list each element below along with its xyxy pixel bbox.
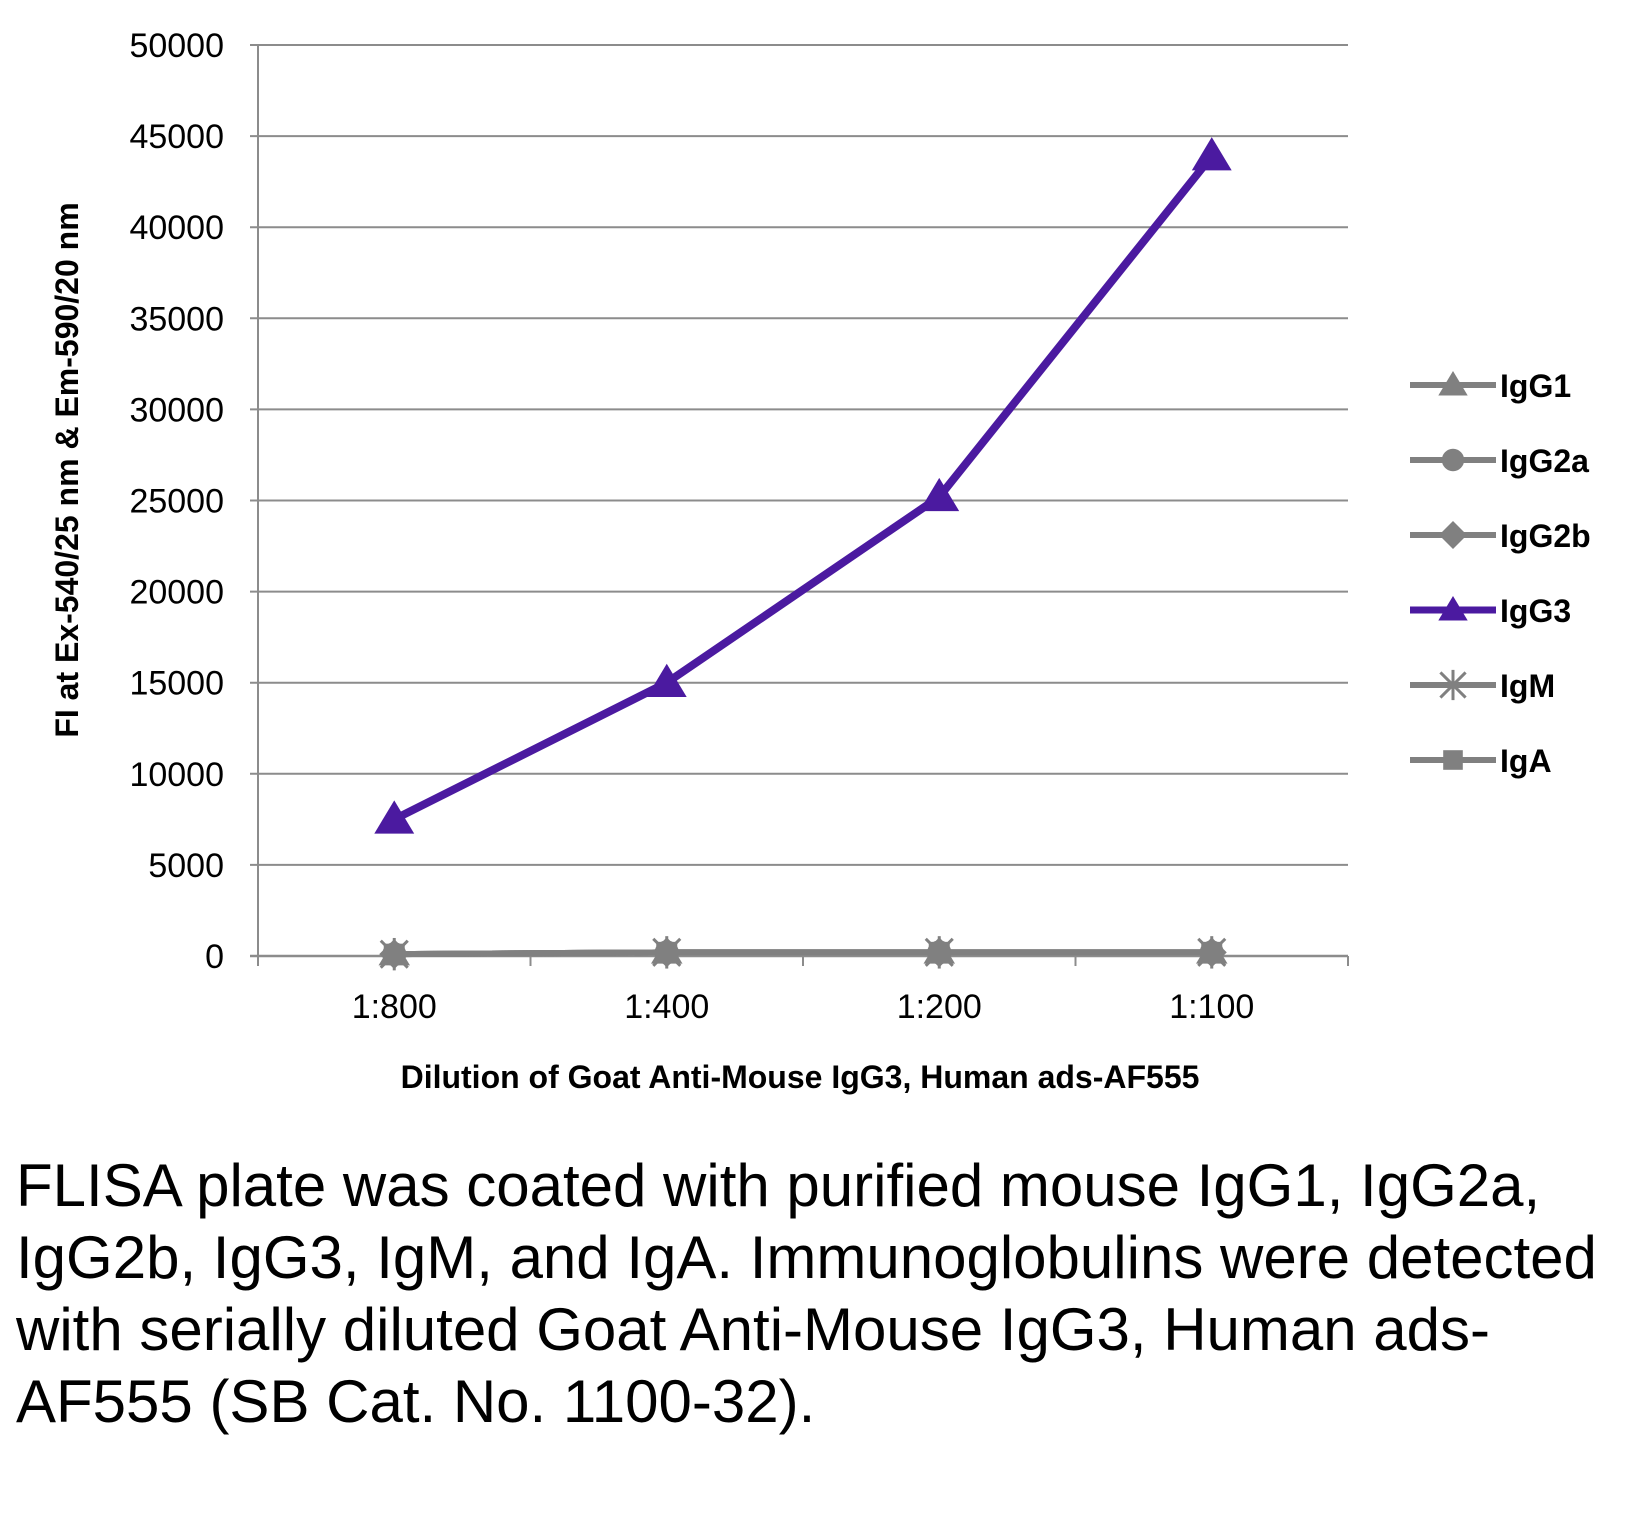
legend-label-iga: IgA [1500, 743, 1552, 779]
y-tick-label: 40000 [129, 209, 224, 247]
gridlines [250, 44, 1348, 866]
y-tick-label: 50000 [129, 27, 224, 65]
x-tick-label: 1:800 [352, 988, 437, 1026]
flisa-line-chart: 0 5000 10000 15000 20000 25000 30000 35000 40000… [49, 27, 1591, 1095]
legend-label-igg2a: IgG2a [1500, 443, 1589, 479]
legend-marker-igg3 [1438, 596, 1468, 621]
y-tick-label: 10000 [129, 756, 224, 794]
y-tick-label: 15000 [129, 665, 224, 703]
data-point-igg3 [646, 663, 687, 697]
data-point-igg3 [374, 800, 415, 834]
y-tick-label: 5000 [148, 847, 224, 885]
legend-label-igm: IgM [1500, 668, 1555, 704]
y-tick-label: 30000 [129, 391, 224, 429]
y-tick-label: 35000 [129, 300, 224, 338]
data-point-iga [928, 941, 950, 963]
y-tick-label: 0 [205, 938, 224, 976]
y-tick-label: 20000 [129, 574, 224, 612]
y-axis-title: FI at Ex-540/25 nm & Em-590/20 nm [49, 202, 85, 737]
series-line-iga [394, 949, 1212, 958]
axes: 0 5000 10000 15000 20000 25000 30000 35000 40000… [129, 27, 1349, 1026]
y-tick-label: 45000 [129, 118, 224, 156]
x-tick-label: 1:400 [624, 988, 709, 1026]
legend-marker-igg2a [1441, 448, 1465, 472]
data-point-igg3 [919, 477, 960, 512]
data-point-igg3 [1191, 137, 1232, 171]
x-axis-title: Dilution of Goat Anti-Mouse IgG3, Human … [401, 1059, 1200, 1095]
data-point-iga [383, 943, 405, 965]
legend-marker-igm [1439, 669, 1467, 701]
legend-marker-iga [1443, 750, 1463, 770]
data-point-iga [1201, 941, 1223, 963]
legend: IgG1 IgG2a IgG2b IgG3 IgM IgA [1410, 368, 1591, 779]
x-tick-label: 1:200 [897, 988, 982, 1026]
legend-label-igg3: IgG3 [1500, 593, 1571, 629]
figure-caption: FLISA plate was coated with purified mou… [16, 1152, 1597, 1435]
y-tick-label: 25000 [129, 483, 224, 521]
legend-label-igg1: IgG1 [1500, 368, 1571, 404]
x-tick-label: 1:100 [1169, 988, 1254, 1026]
series-line-igg3 [392, 153, 1215, 823]
legend-marker-igg1 [1438, 371, 1468, 396]
series [374, 137, 1232, 971]
legend-marker-igg2b [1439, 521, 1467, 549]
data-point-iga [656, 941, 678, 963]
legend-label-igg2b: IgG2b [1500, 518, 1591, 554]
